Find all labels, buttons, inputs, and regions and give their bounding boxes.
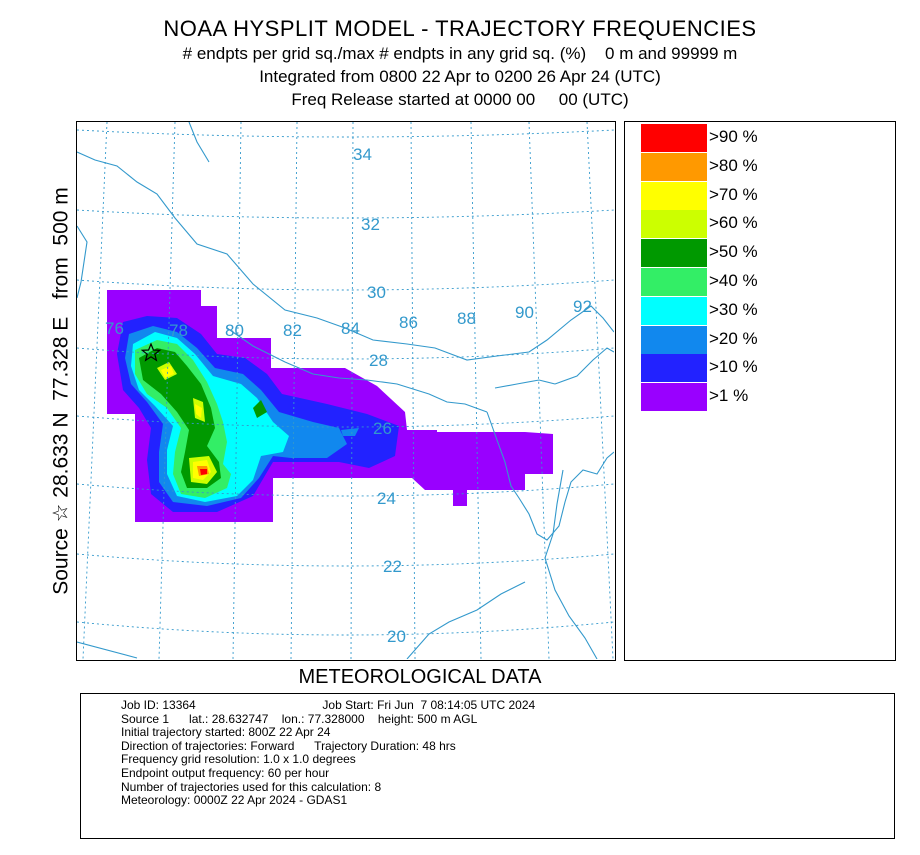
lat-label-26: 26	[373, 419, 392, 438]
lat-line-32	[77, 209, 614, 219]
contour-50pct-east	[253, 400, 267, 418]
info-line: Frequency grid resolution: 1.0 x 1.0 deg…	[121, 752, 356, 767]
info-line: Direction of trajectories: Forward Traje…	[121, 738, 456, 753]
legend-swatch	[641, 181, 707, 210]
latlon-grid	[77, 122, 614, 659]
border-himalaya-north	[77, 151, 614, 361]
lon-line-90	[528, 122, 550, 659]
contour-90pct	[200, 469, 207, 475]
legend-swatch	[641, 325, 707, 354]
border-bhutan	[494, 379, 556, 389]
legend-label: >50 %	[709, 242, 758, 262]
map-subtitle-period: Integrated from 0800 22 Apr to 0200 26 A…	[259, 67, 661, 86]
legend-label: >80 %	[709, 155, 758, 175]
meteorological-data-title: METEOROLOGICAL DATA	[298, 666, 542, 688]
legend-label: >60 %	[709, 213, 758, 233]
lat-label-24: 24	[377, 489, 396, 508]
coast-bay-of-bengal	[77, 581, 526, 659]
lon-label-76: 76	[105, 319, 124, 338]
info-line: Source 1 lat.: 28.632747 lon.: 77.328000…	[121, 711, 478, 726]
lon-line-86	[410, 122, 416, 659]
info-line: Number of trajectories used for this cal…	[121, 779, 382, 794]
border-pakistan	[77, 225, 88, 299]
lon-line-88	[470, 122, 482, 659]
info-line: Job ID: 13364 Job Start: Fri Jun 7 08:14…	[121, 698, 536, 712]
legend-swatch	[641, 152, 707, 181]
legend-label: >70 %	[709, 184, 758, 204]
job-info-panel: Job ID: 13364 Job Start: Fri Jun 7 08:14…	[80, 693, 895, 839]
lon-label-86: 86	[399, 313, 418, 332]
border-china-west	[188, 122, 210, 163]
info-line: Meteorology: 0000Z 22 Apr 2024 - GDAS1	[121, 793, 348, 808]
border-bangladesh	[486, 411, 614, 541]
map-subtitle-units: # endpts per grid sq./max # endpts in an…	[182, 44, 738, 63]
lat-line-22	[77, 553, 614, 567]
lon-label-88: 88	[457, 309, 476, 328]
lon-label-82: 82	[283, 321, 302, 340]
lat-label-32: 32	[361, 215, 380, 234]
legend-swatch	[641, 124, 707, 152]
lat-line-34	[77, 129, 614, 138]
border-northeast	[554, 347, 614, 385]
lat-label-34: 34	[353, 145, 372, 164]
latitude-labels: 34 32 30 28 26 24 22 20	[353, 145, 406, 646]
source-location-label: Source ☆ 28.633 N 77.328 E from 500 m	[49, 187, 73, 595]
lat-label-30: 30	[367, 283, 386, 302]
legend-label: >30 %	[709, 299, 758, 319]
lat-line-24	[77, 483, 614, 497]
legend-label: >1 %	[709, 386, 749, 406]
lon-line-76	[82, 122, 108, 659]
legend-swatch	[641, 210, 707, 239]
legend-label: >40 %	[709, 271, 758, 290]
lat-label-20: 20	[387, 627, 406, 646]
contour-20pct-east	[341, 428, 359, 436]
frequency-contours	[107, 290, 553, 522]
lat-label-22: 22	[383, 557, 402, 576]
lat-label-28: 28	[369, 351, 388, 370]
border-myanmar	[544, 469, 598, 659]
lon-label-78: 78	[169, 321, 188, 340]
legend-swatch	[641, 383, 707, 412]
legend-swatch	[641, 268, 707, 296]
legend-swatch	[641, 239, 707, 268]
border-india-nepal	[226, 327, 488, 413]
map-panel: 34 32 30 28 26 24 22 20 76 78 80 82 84 86 88 90 92	[76, 121, 616, 661]
star-icon	[140, 342, 162, 362]
lat-line-28	[77, 347, 614, 360]
legend-label: >10 %	[709, 357, 758, 377]
legend-panel: >90 % >80 % >70 % >60 % >50 % >40 % >30 % >20 %…	[624, 121, 896, 661]
legend-label: >90 %	[709, 127, 758, 146]
country-borders	[77, 122, 614, 659]
legend-label: >20 %	[709, 328, 758, 348]
lon-label-92: 92	[573, 297, 592, 316]
lat-line-30	[77, 279, 614, 291]
lon-label-84: 84	[341, 319, 360, 338]
lat-line-20	[77, 621, 614, 636]
contour-60pct	[157, 362, 217, 484]
info-line: Initial trajectory started: 800Z 22 Apr …	[121, 725, 331, 740]
lat-line-26	[77, 415, 614, 428]
longitude-labels: 76 78 80 82 84 86 88 90 92	[105, 297, 592, 340]
map-subtitle-release: Freq Release started at 0000 00 00 (UTC)	[291, 90, 629, 109]
lon-label-90: 90	[515, 303, 534, 322]
info-line: Endpoint output frequency: 60 per hour	[121, 766, 330, 780]
contour-50pct	[139, 348, 221, 488]
lon-line-92	[586, 122, 614, 659]
legend-swatch	[641, 354, 707, 383]
trajectory-frequency-map: 34 32 30 28 26 24 22 20 76 78 80 82 84 86 88 90 92	[77, 122, 614, 659]
legend-swatch	[641, 296, 707, 325]
map-title: NOAA HYSPLIT MODEL - TRAJECTORY FREQUENC…	[163, 16, 757, 41]
lon-label-80: 80	[225, 321, 244, 340]
